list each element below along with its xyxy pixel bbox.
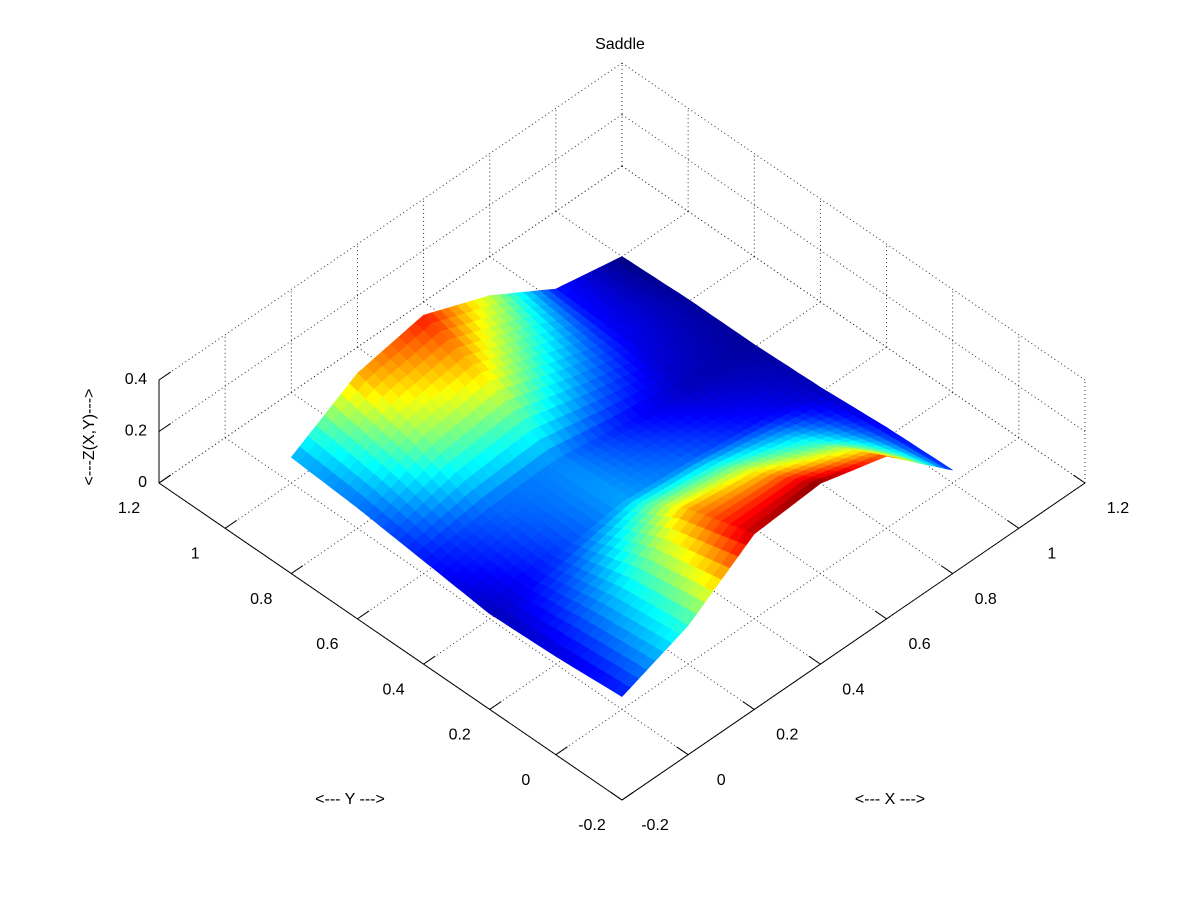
y-tick — [555, 746, 568, 756]
z-tick-label: 0.4 — [125, 371, 147, 388]
x-tick-label: 0 — [717, 772, 726, 789]
x-tick-label: 0.8 — [975, 591, 997, 608]
y-tick — [224, 519, 238, 529]
x-tick-label: 0.2 — [776, 727, 798, 744]
z-tick-label: 0 — [138, 474, 147, 491]
x-tick — [610, 791, 623, 801]
y-tick — [621, 791, 634, 801]
surface-patch — [613, 682, 631, 697]
z-tick — [158, 423, 171, 432]
y-tick-label: 0.4 — [382, 681, 404, 698]
x-tick — [808, 655, 821, 665]
z-axis-label: <---Z(X,Y)---> — [81, 389, 98, 486]
x-axis-line — [621, 482, 1086, 801]
y-tick-label: 0 — [521, 772, 530, 789]
z-tick-label: 0.2 — [125, 423, 147, 440]
grid-line — [621, 165, 1086, 484]
x-tick-label: 0.4 — [842, 681, 864, 698]
grid-line — [224, 437, 689, 756]
axes: -0.2 0 0.2 0.4 0.6 0.8 1 1.2 -0.2 0 0.2 0.4 0.6 0.8 1 1… — [118, 371, 1129, 834]
y-tick-label: 1 — [191, 546, 200, 563]
x-tick — [1006, 519, 1020, 529]
x-tick — [940, 565, 953, 574]
x-tick — [676, 746, 689, 756]
x-tick — [1073, 474, 1086, 484]
x-tick — [874, 610, 887, 620]
x-axis-label: <--- X ---> — [855, 791, 925, 808]
grid-line — [621, 114, 1086, 432]
grid-line — [158, 114, 623, 432]
x-tick-label: -0.2 — [641, 817, 669, 834]
y-tick-label: 1.2 — [118, 500, 140, 517]
y-tick — [489, 701, 502, 710]
y-tick — [357, 610, 370, 620]
y-tick-label: 0.8 — [250, 591, 272, 608]
x-tick-label: 0.6 — [908, 636, 930, 653]
z-tick — [158, 371, 171, 381]
y-tick-label: 0.2 — [449, 727, 471, 744]
y-tick-label: 0.6 — [316, 636, 338, 653]
y-tick — [423, 655, 436, 665]
grid-line — [158, 165, 623, 484]
grid-line — [555, 437, 1020, 756]
surface — [290, 256, 953, 697]
x-tick — [742, 701, 755, 710]
y-tick-label: -0.2 — [578, 817, 606, 834]
x-tick-label: 1.2 — [1107, 500, 1129, 517]
chart-title: Saddle — [595, 36, 645, 53]
grid-line — [158, 62, 623, 381]
y-axis-line — [158, 482, 623, 801]
z-tick — [158, 474, 171, 484]
grid-line — [621, 62, 1086, 381]
x-tick-label: 1 — [1047, 546, 1056, 563]
y-tick — [291, 565, 304, 574]
y-axis-label: <--- Y ---> — [315, 791, 385, 808]
